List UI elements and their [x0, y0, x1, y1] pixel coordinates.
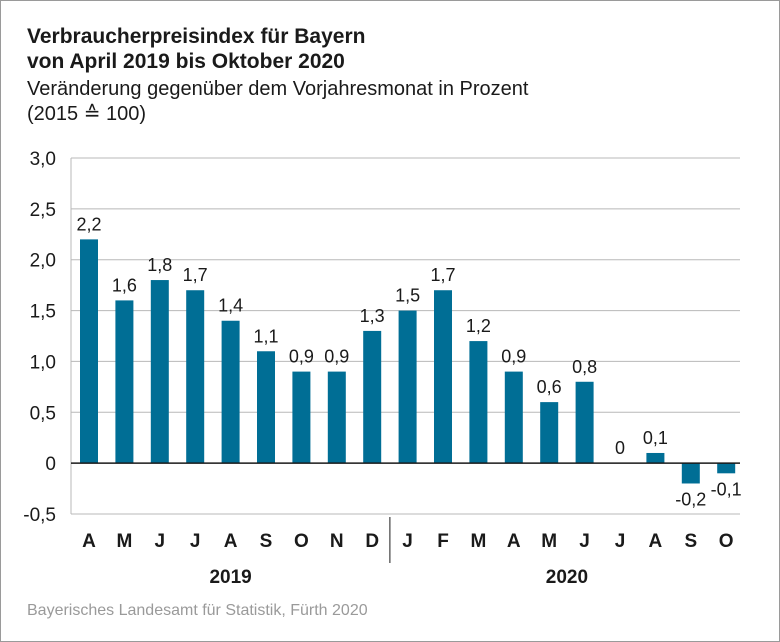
x-tick-label: A	[82, 531, 96, 552]
data-label: -0,2	[675, 489, 706, 509]
bar	[504, 371, 523, 464]
data-label: 1,6	[112, 275, 137, 295]
bar	[327, 371, 346, 464]
data-label: 0	[615, 438, 625, 458]
data-label: 1,2	[466, 316, 491, 336]
bar	[115, 300, 134, 464]
y-tick-label: 3,0	[30, 149, 56, 170]
bar	[681, 463, 700, 484]
x-tick-label: J	[190, 531, 201, 552]
bar	[646, 452, 665, 464]
bar	[292, 371, 311, 464]
chart-title-line2: von April 2019 bis Oktober 2020	[27, 50, 345, 73]
bar	[221, 320, 240, 464]
chart-base-note: (2015 ≙ 100)	[27, 103, 147, 125]
data-label: 1,4	[218, 296, 243, 316]
data-label: 1,1	[253, 326, 278, 346]
bar	[257, 351, 275, 464]
x-tick-label: J	[155, 531, 166, 552]
x-tick-label: J	[579, 531, 590, 552]
data-label: 0,6	[537, 377, 562, 397]
data-label: 0,9	[324, 347, 349, 367]
x-tick-label: O	[719, 531, 734, 552]
data-label: 0,1	[643, 428, 668, 448]
data-label: 1,5	[395, 286, 420, 306]
bar	[80, 239, 98, 464]
year-label: 2019	[209, 567, 251, 588]
chart-subtitle: Veränderung gegenüber dem Vorjahresmonat…	[27, 78, 529, 100]
y-tick-label: 0,5	[30, 403, 56, 424]
x-tick-label: D	[365, 531, 379, 552]
x-tick-label: S	[684, 531, 697, 552]
x-tick-label: M	[116, 531, 132, 552]
bar	[469, 341, 488, 464]
y-tick-label: 1,5	[30, 302, 56, 323]
source-note: Bayerisches Landesamt für Statistik, Für…	[27, 602, 368, 619]
y-tick-label: 0	[45, 454, 56, 475]
y-tick-label: -0,5	[23, 505, 56, 526]
chart-title-line1: Verbraucherpreisindex für Bayern	[27, 25, 366, 48]
data-label: 1,3	[360, 306, 385, 326]
x-tick-label: F	[437, 531, 449, 552]
bar	[434, 290, 452, 464]
data-label: 1,7	[430, 265, 455, 285]
bar	[398, 310, 417, 464]
x-tick-label: N	[330, 531, 344, 552]
x-tick-label: M	[541, 531, 557, 552]
bar	[186, 290, 205, 464]
data-label: 0,9	[501, 347, 526, 367]
bar	[540, 402, 559, 464]
data-label: -0,1	[711, 479, 742, 499]
data-label: 0,9	[289, 347, 314, 367]
data-label: 1,7	[183, 265, 208, 285]
x-tick-label: A	[507, 531, 521, 552]
x-tick-label: J	[615, 531, 626, 552]
data-label: 0,8	[572, 357, 597, 377]
bar	[363, 330, 382, 464]
y-tick-label: 2,5	[30, 200, 56, 221]
y-tick-label: 1,0	[30, 352, 56, 373]
x-tick-label: A	[649, 531, 663, 552]
x-tick-label: J	[402, 531, 413, 552]
data-label: 1,8	[147, 255, 172, 275]
x-tick-label: M	[470, 531, 486, 552]
x-tick-label: A	[224, 531, 238, 552]
bar	[150, 280, 169, 464]
x-tick-label: S	[260, 531, 273, 552]
bar	[717, 463, 736, 474]
y-tick-label: 2,0	[30, 251, 56, 272]
x-tick-label: O	[294, 531, 309, 552]
year-label: 2020	[546, 567, 588, 588]
bar	[575, 381, 594, 464]
data-label: 2,2	[76, 214, 101, 234]
